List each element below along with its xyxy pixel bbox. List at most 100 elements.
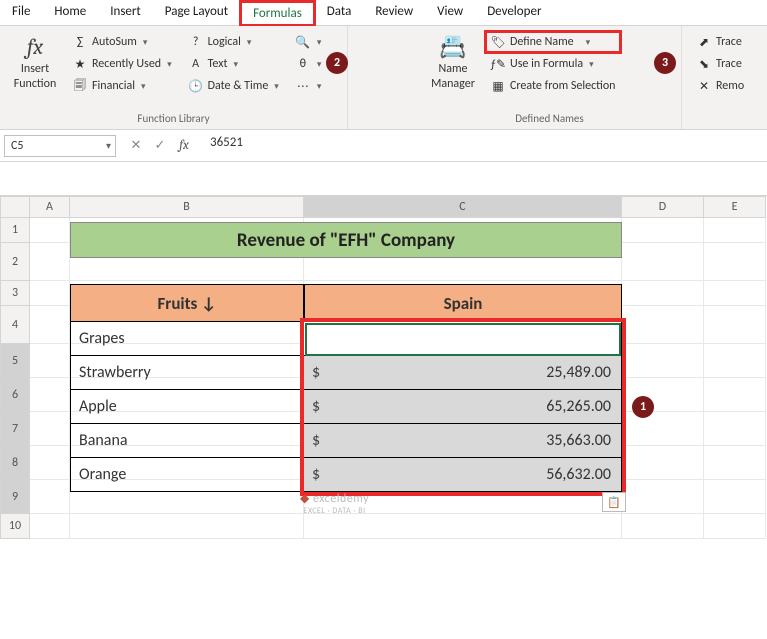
remove-arrows-button[interactable]: ✕Remo: [692, 76, 748, 96]
theta-icon: θ: [295, 56, 311, 72]
financial-button[interactable]: 🗐Financial▾: [68, 76, 176, 96]
tab-developer[interactable]: Developer: [475, 0, 553, 25]
table-row: Apple $65,265.00: [70, 390, 622, 424]
group-label-function-library: Function Library: [6, 110, 341, 127]
cell-fruit[interactable]: Strawberry: [70, 356, 304, 390]
row-header-9[interactable]: 9: [0, 480, 30, 514]
create-selection-icon: ▦: [490, 78, 506, 94]
tab-pagelayout[interactable]: Page Layout: [153, 0, 240, 25]
formula-bar: C5 ✕ ✓ fx 36521: [0, 130, 767, 162]
row-10: 10: [0, 514, 767, 539]
column-headers: A B C D E: [0, 196, 767, 218]
logical-button[interactable]: ?Logical▾: [184, 32, 283, 52]
text-icon: A: [188, 56, 204, 72]
row-header-8[interactable]: 8: [0, 446, 30, 480]
cell-fruit[interactable]: Grapes: [70, 322, 304, 356]
row-header-5[interactable]: 5: [0, 344, 30, 378]
callout-badge-1: 1: [632, 396, 654, 418]
fx-icon: fx: [27, 34, 43, 60]
tab-data[interactable]: Data: [315, 0, 364, 25]
ribbon: fx Insert Function ∑AutoSum▾ ★Recently U…: [0, 26, 767, 130]
name-box[interactable]: C5: [4, 135, 116, 157]
create-from-selection-button[interactable]: ▦Create from Selection: [486, 76, 620, 96]
cell-fruit[interactable]: Orange: [70, 458, 304, 492]
star-icon: ★: [72, 56, 88, 72]
cell-amount[interactable]: $65,265.00: [304, 390, 622, 424]
ribbon-tabs: File Home Insert Page Layout Formulas Da…: [0, 0, 767, 26]
tab-formulas[interactable]: Formulas: [240, 1, 315, 26]
select-all-corner[interactable]: [0, 196, 30, 218]
sheet-title[interactable]: Revenue of "EFH" Company: [70, 222, 622, 258]
use-in-formula-button[interactable]: ƒ✎Use in Formula▾: [486, 54, 620, 74]
row-header-7[interactable]: 7: [0, 412, 30, 446]
row-header-1[interactable]: 1: [0, 218, 30, 243]
col-header-d[interactable]: D: [622, 196, 704, 218]
autosum-button[interactable]: ∑AutoSum▾: [68, 32, 176, 52]
insert-function-button[interactable]: fx Insert Function: [6, 30, 64, 110]
text-button[interactable]: AText▾: [184, 54, 283, 74]
paste-options-icon[interactable]: 📋: [602, 492, 626, 512]
group-label-defined-names: Defined Names: [424, 110, 675, 127]
cell-amount[interactable]: $35,663.00: [304, 424, 622, 458]
name-manager-button[interactable]: 📇 Name Manager: [424, 30, 482, 110]
formula-input[interactable]: 36521: [202, 135, 767, 157]
cell-amount[interactable]: $56,632.00: [304, 458, 622, 492]
math-button[interactable]: θ▾: [291, 54, 326, 74]
cell-amount[interactable]: $25,489.00: [304, 356, 622, 390]
col-header-a[interactable]: A: [30, 196, 70, 218]
tab-file[interactable]: File: [0, 0, 42, 25]
table-row: Banana $35,663.00: [70, 424, 622, 458]
enter-formula-button[interactable]: ✓: [148, 135, 172, 157]
header-spain[interactable]: Spain: [304, 284, 622, 322]
tab-home[interactable]: Home: [42, 0, 98, 25]
use-formula-icon: ƒ✎: [490, 56, 506, 72]
currency-symbol: $: [304, 363, 334, 382]
col-header-c[interactable]: C: [304, 196, 622, 218]
financial-icon: 🗐: [72, 78, 88, 94]
cell-fruit[interactable]: Apple: [70, 390, 304, 424]
trace-dependents-button[interactable]: ⬊Trace: [692, 54, 748, 74]
more-icon: ⋯: [295, 78, 311, 94]
trace-icon: ⬊: [696, 56, 712, 72]
cancel-formula-button[interactable]: ✕: [124, 135, 148, 157]
trace-precedents-button[interactable]: ⬈Trace: [692, 32, 748, 52]
row-header-3[interactable]: 3: [0, 281, 30, 306]
currency-symbol: $: [304, 397, 334, 416]
currency-symbol: $: [304, 431, 334, 450]
more-button[interactable]: ⋯▾: [291, 76, 326, 96]
datetime-button[interactable]: 🕒Date & Time▾: [184, 76, 283, 96]
cell-amount[interactable]: $36,521.00: [304, 322, 622, 356]
table-row: Grapes $36,521.00: [70, 322, 622, 356]
table-row: Strawberry $25,489.00: [70, 356, 622, 390]
lookup-button[interactable]: 🔍▾: [291, 32, 326, 52]
currency-symbol: $: [304, 465, 334, 484]
cell-fruit[interactable]: Banana: [70, 424, 304, 458]
logical-icon: ?: [188, 34, 204, 50]
row-header-2[interactable]: 2: [0, 243, 30, 281]
sigma-icon: ∑: [72, 34, 88, 50]
insert-function-fx-button[interactable]: fx: [172, 135, 196, 157]
row-header-4[interactable]: 4: [0, 306, 30, 344]
tab-view[interactable]: View: [425, 0, 475, 25]
table-row: Orange $56,632.00: [70, 458, 622, 492]
group-formula-auditing: ⬈Trace ⬊Trace ✕Remo: [682, 26, 758, 129]
group-function-library: fx Insert Function ∑AutoSum▾ ★Recently U…: [0, 26, 348, 129]
trace-icon: ⬈: [696, 34, 712, 50]
row-header-10[interactable]: 10: [0, 514, 30, 539]
currency-symbol: $: [304, 329, 334, 348]
tab-insert[interactable]: Insert: [98, 0, 153, 25]
tab-review[interactable]: Review: [363, 0, 425, 25]
group-defined-names: 📇 Name Manager 🏷Define Name▾ ƒ✎Use in Fo…: [418, 26, 682, 129]
watermark: ◆ exceldemy EXCEL · DATA · BI: [300, 491, 369, 516]
recently-used-button[interactable]: ★Recently Used▾: [68, 54, 176, 74]
lookup-icon: 🔍: [295, 34, 311, 50]
define-name-button[interactable]: 🏷Define Name▾: [486, 32, 620, 52]
table-header-row: Fruits ↓ Spain: [70, 284, 622, 322]
col-header-b[interactable]: B: [70, 196, 304, 218]
callout-badge-3: 3: [654, 52, 676, 74]
spreadsheet-grid: A B C D E 1 2 3 4 5 6 7 8 9 10 Revenue o…: [0, 196, 767, 539]
row-header-6[interactable]: 6: [0, 378, 30, 412]
callout-badge-2: 2: [326, 52, 348, 74]
header-fruits[interactable]: Fruits ↓: [70, 284, 304, 322]
col-header-e[interactable]: E: [704, 196, 766, 218]
